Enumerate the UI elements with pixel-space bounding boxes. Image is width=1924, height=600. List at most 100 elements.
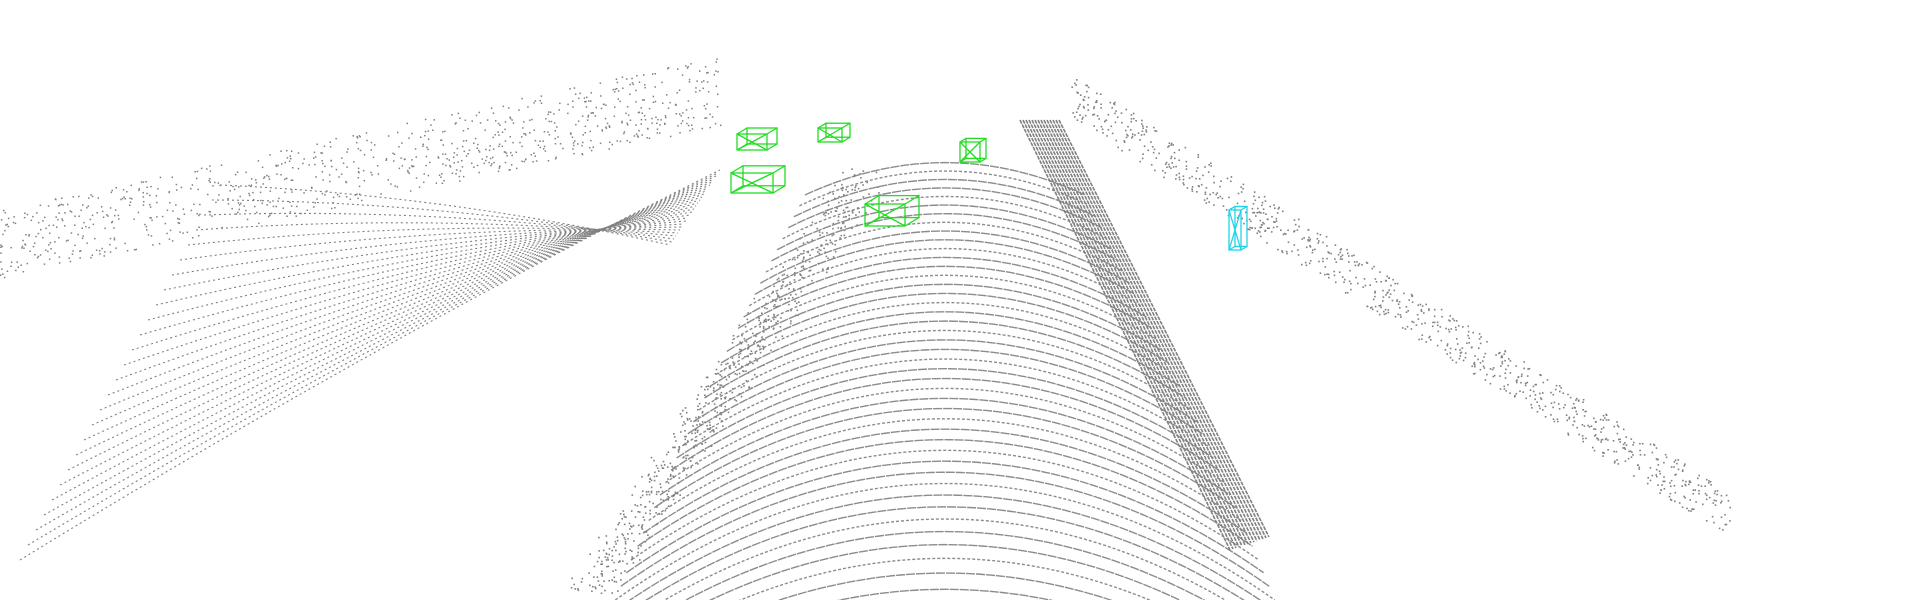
point [704, 421, 706, 424]
point [811, 239, 813, 241]
scan-ring [709, 311, 1181, 387]
point [448, 159, 450, 161]
point [598, 556, 600, 559]
point [1129, 129, 1132, 131]
point [708, 421, 711, 424]
point [626, 562, 628, 565]
car-box-2[interactable] [817, 122, 851, 143]
point [1525, 382, 1527, 385]
car-box-4[interactable] [864, 194, 920, 227]
point [1480, 336, 1482, 338]
point [641, 476, 643, 478]
point [427, 138, 430, 140]
point [359, 149, 362, 152]
point [194, 171, 196, 173]
point [1380, 281, 1382, 283]
point [1557, 420, 1559, 423]
point [832, 256, 835, 258]
point [574, 588, 576, 590]
point [1478, 338, 1481, 340]
point [146, 229, 148, 231]
point [625, 112, 627, 115]
point [1120, 112, 1123, 114]
point [1501, 360, 1504, 363]
point [1165, 161, 1168, 164]
point [408, 172, 410, 175]
point [1450, 328, 1453, 330]
point [827, 267, 829, 269]
point [706, 428, 709, 430]
point [658, 490, 660, 493]
scan-line [179, 228, 681, 261]
point [146, 192, 148, 195]
point [94, 237, 96, 240]
point [297, 152, 300, 154]
point [741, 365, 743, 368]
point [615, 78, 618, 80]
point [1673, 466, 1675, 468]
point [685, 457, 687, 460]
point [767, 319, 770, 321]
point [1316, 232, 1319, 235]
point [831, 234, 834, 237]
point [1265, 213, 1267, 215]
point [673, 436, 676, 438]
point [1264, 200, 1267, 202]
point [684, 407, 687, 409]
point [1714, 490, 1717, 492]
point [1437, 330, 1440, 333]
point [1681, 470, 1684, 472]
point [729, 398, 731, 400]
point [637, 551, 639, 554]
point [1294, 223, 1297, 226]
point [667, 499, 670, 501]
point [234, 173, 237, 176]
point [475, 114, 478, 117]
point [69, 260, 72, 263]
point [408, 137, 410, 139]
point [1109, 101, 1112, 104]
point [589, 553, 591, 555]
point [1137, 132, 1140, 134]
point [1236, 202, 1239, 205]
point [1407, 310, 1409, 312]
point [1604, 438, 1607, 441]
car-box-3[interactable] [730, 165, 786, 194]
point [1327, 273, 1330, 276]
point [666, 493, 668, 496]
point [1492, 367, 1495, 369]
point [1318, 240, 1320, 242]
point [1601, 438, 1604, 441]
point [703, 105, 706, 107]
point [705, 385, 708, 388]
point [794, 267, 797, 270]
car-box-5[interactable] [959, 137, 987, 163]
point [24, 244, 27, 246]
point [1668, 495, 1671, 498]
point [682, 409, 684, 412]
point [554, 130, 556, 132]
point [478, 149, 480, 152]
point [1504, 377, 1507, 379]
point [697, 408, 699, 411]
point [1398, 301, 1401, 303]
point [385, 158, 388, 160]
point [761, 306, 763, 308]
point [843, 229, 846, 232]
point [791, 296, 794, 299]
point [1230, 176, 1233, 178]
point [708, 428, 711, 430]
point [540, 102, 543, 104]
point [819, 234, 821, 236]
point [1705, 498, 1708, 501]
point [613, 91, 616, 93]
pedestrian-box-1[interactable] [1228, 205, 1248, 251]
scan-ring [793, 178, 1097, 218]
point [843, 234, 846, 237]
point [1153, 148, 1156, 151]
point [860, 177, 862, 179]
car-box-1[interactable] [736, 127, 778, 151]
point [1676, 462, 1678, 465]
point [628, 522, 631, 525]
